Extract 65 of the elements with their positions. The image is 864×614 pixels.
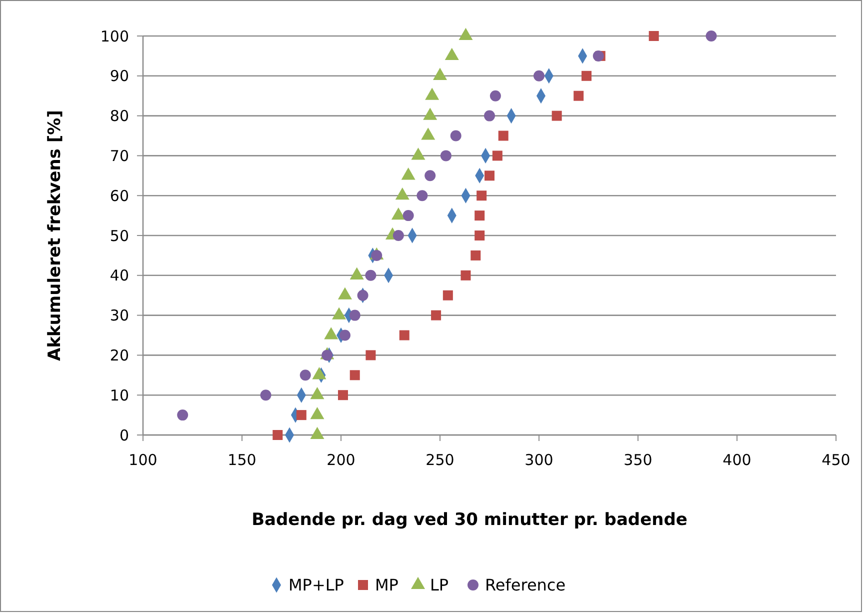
point <box>484 170 494 181</box>
x-tick-label: 150 <box>228 451 256 469</box>
point <box>442 290 453 300</box>
point <box>402 210 414 222</box>
x-tick-label: 400 <box>722 451 752 469</box>
x-tick-label: 300 <box>524 451 554 469</box>
point <box>350 370 360 380</box>
y-tick-label: 30 <box>110 306 129 325</box>
point <box>490 90 501 102</box>
point <box>322 350 333 361</box>
y-tick-label: 70 <box>110 146 129 165</box>
point <box>349 310 360 321</box>
point <box>460 270 471 280</box>
y-axis-title: Akkumuleret frekvens [%] <box>45 110 65 361</box>
legend-label: LP <box>430 576 449 595</box>
point <box>365 270 376 281</box>
point <box>339 330 350 341</box>
y-tick-label: 90 <box>110 67 129 86</box>
point <box>476 190 487 201</box>
point <box>371 250 382 261</box>
x-tick-label: 250 <box>426 451 454 469</box>
point <box>582 70 592 81</box>
point <box>474 210 485 221</box>
point <box>399 330 410 340</box>
point <box>474 230 485 240</box>
point <box>366 350 376 360</box>
point <box>392 230 404 241</box>
point <box>357 290 368 301</box>
y-tick-label: 100 <box>100 27 129 46</box>
x-axis-title: Badende pr. dag ved 30 minutter pr. badende <box>252 510 688 530</box>
point <box>260 390 272 401</box>
point <box>498 130 508 141</box>
point <box>706 30 717 42</box>
legend-label: Reference <box>485 576 566 595</box>
point <box>177 410 188 421</box>
point <box>574 90 584 101</box>
point <box>300 370 311 381</box>
point <box>552 110 562 121</box>
point <box>416 190 428 202</box>
point <box>648 31 659 41</box>
y-tick-label: 60 <box>110 186 129 205</box>
point <box>440 150 452 162</box>
point <box>272 430 283 440</box>
x-tick-label: 200 <box>326 451 356 469</box>
legend-label: MP+LP <box>288 576 344 595</box>
point <box>296 410 306 420</box>
point <box>338 390 348 400</box>
y-tick-label: 80 <box>110 107 129 126</box>
point <box>470 250 481 260</box>
y-tick-label: 40 <box>110 266 129 285</box>
point <box>424 170 436 182</box>
legend-label: MP <box>375 576 399 595</box>
point <box>534 70 544 82</box>
x-tick-label: 100 <box>128 451 158 469</box>
x-tick-label: 450 <box>822 451 850 469</box>
x-tick-label: 350 <box>624 451 652 469</box>
point <box>592 50 604 62</box>
y-tick-label: 0 <box>119 426 129 444</box>
point <box>431 310 442 320</box>
y-tick-label: 50 <box>110 226 129 245</box>
point <box>450 130 462 142</box>
y-tick-label: 10 <box>110 386 129 404</box>
y-tick-label: 20 <box>110 346 129 364</box>
point <box>484 110 495 122</box>
point <box>492 150 502 161</box>
